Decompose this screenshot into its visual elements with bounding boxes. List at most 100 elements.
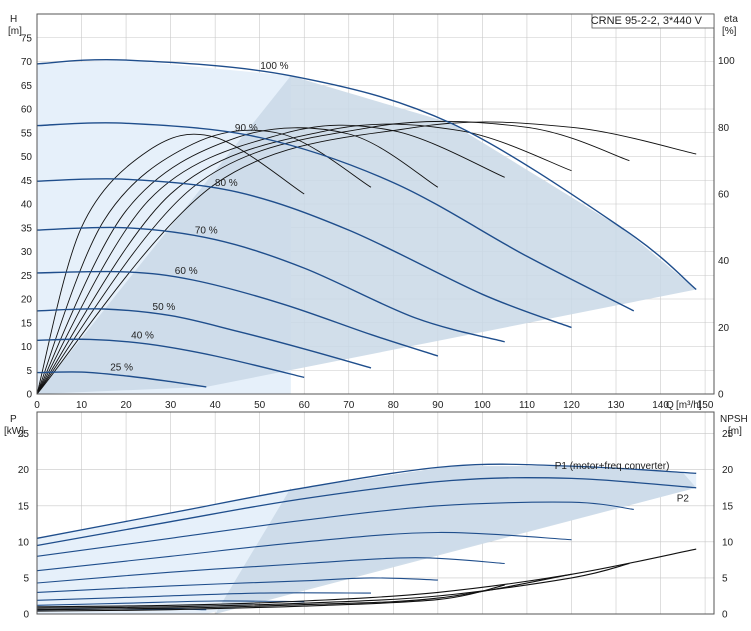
qh-curve bbox=[36, 308, 372, 369]
power-y-tick: 20 bbox=[18, 465, 30, 476]
head-x-tick: 60 bbox=[299, 400, 311, 411]
dark-operating-area bbox=[37, 75, 697, 395]
head-y-tick: 30 bbox=[21, 247, 33, 258]
efficiency-curve bbox=[36, 127, 439, 395]
head-y-tick: 40 bbox=[21, 200, 33, 211]
p2-label: P2 bbox=[677, 494, 690, 505]
npsh-axis-unit: [m] bbox=[728, 426, 742, 437]
head-x-tick: 20 bbox=[121, 400, 133, 411]
head-y-tick: 35 bbox=[21, 223, 33, 234]
head-y-tick: 20 bbox=[21, 295, 33, 306]
power-y-tick: 5 bbox=[23, 573, 29, 584]
head-x-tick: 30 bbox=[165, 400, 177, 411]
speed-label: 90 % bbox=[235, 123, 258, 134]
npsh-curve bbox=[36, 584, 505, 612]
power-panel: 0 5 10 15 20 25 0 5 10 15 20 25 P1 (motor+freq.conve… bbox=[18, 411, 734, 621]
head-y-tick: 55 bbox=[21, 128, 33, 139]
q-axis-unit: [m³/h] bbox=[676, 400, 702, 411]
eta-y-tick: 20 bbox=[718, 323, 730, 334]
efficiency-curve bbox=[36, 124, 505, 395]
speed-label: 50 % bbox=[153, 302, 176, 313]
head-y-tick: 25 bbox=[21, 271, 33, 282]
head-x-tick: 150 bbox=[697, 400, 714, 411]
eta-y-tick: 100 bbox=[718, 56, 735, 67]
head-y-tick: 15 bbox=[21, 318, 33, 329]
qh-curve bbox=[36, 178, 572, 329]
power-curve bbox=[36, 600, 305, 606]
head-x-tick: 40 bbox=[210, 400, 222, 411]
qh-curve bbox=[36, 338, 305, 379]
eta-axis-label: eta bbox=[724, 14, 738, 25]
qh-curve bbox=[36, 270, 439, 357]
speed-label: 40 % bbox=[131, 331, 154, 342]
head-y-tick: 0 bbox=[26, 390, 32, 401]
power-curve bbox=[36, 592, 372, 601]
eta-y-tick: 0 bbox=[718, 390, 724, 401]
npsh-curve bbox=[36, 548, 697, 608]
efficiency-curve bbox=[36, 123, 572, 395]
head-y-tick: 50 bbox=[21, 152, 33, 163]
eta-y-tick: 40 bbox=[718, 256, 730, 267]
qh-curve bbox=[36, 371, 207, 388]
title-box bbox=[591, 13, 715, 29]
qh-curve bbox=[36, 226, 505, 343]
head-y-tick: 45 bbox=[21, 176, 33, 187]
power-curve bbox=[36, 531, 572, 572]
power-axis-label: P bbox=[10, 414, 17, 425]
head-x-tick: 10 bbox=[76, 400, 88, 411]
head-axis-unit: [m] bbox=[8, 26, 22, 37]
head-x-tick: 140 bbox=[652, 400, 669, 411]
chart-title: CRNE 95-2-2, 3*440 V bbox=[591, 15, 703, 27]
power-curve bbox=[36, 463, 697, 539]
head-x-tick: 70 bbox=[343, 400, 355, 411]
head-panel: 0 10 20 30 40 50 60 70 80 90 100 110 120 130 140 150051… bbox=[21, 13, 735, 411]
power-curve bbox=[36, 477, 697, 547]
efficiency-curve bbox=[36, 120, 630, 395]
npsh-axis-label: NPSH bbox=[720, 414, 748, 425]
speed-label: 25 % bbox=[110, 363, 133, 374]
head-y-tick: 75 bbox=[21, 33, 33, 44]
p1-label: P1 (motor+freq.converter) bbox=[555, 461, 670, 472]
speed-label: 80 % bbox=[215, 178, 238, 189]
npsh-y-tick: 5 bbox=[722, 573, 728, 584]
npsh-y-tick: 25 bbox=[722, 429, 734, 440]
qh-curve bbox=[36, 58, 697, 291]
power-y-tick: 10 bbox=[18, 537, 30, 548]
power-axis-unit: [kW] bbox=[4, 426, 24, 437]
head-x-tick: 100 bbox=[474, 400, 491, 411]
speed-label: 60 % bbox=[175, 266, 198, 277]
power-curve bbox=[36, 501, 634, 557]
npsh-y-tick: 20 bbox=[722, 465, 734, 476]
head-x-tick: 50 bbox=[254, 400, 266, 411]
eta-y-tick: 60 bbox=[718, 190, 730, 201]
speed-label: 100 % bbox=[260, 61, 288, 72]
efficiency-curve bbox=[36, 133, 305, 395]
head-frame bbox=[36, 13, 715, 395]
q-axis-label: Q bbox=[666, 400, 674, 411]
power-frame bbox=[36, 411, 715, 615]
speed-label: 70 % bbox=[195, 225, 218, 236]
eta-y-tick: 80 bbox=[718, 123, 730, 134]
npsh-y-tick: 15 bbox=[722, 501, 734, 512]
head-y-tick: 65 bbox=[21, 81, 33, 92]
head-x-tick: 120 bbox=[563, 400, 580, 411]
eta-axis-unit: [%] bbox=[722, 26, 737, 37]
qh-curve bbox=[36, 122, 635, 312]
head-x-tick: 90 bbox=[432, 400, 444, 411]
power-curve bbox=[36, 557, 505, 584]
head-axis-label: H bbox=[10, 14, 17, 25]
npsh-curve bbox=[36, 562, 630, 609]
head-x-tick: 80 bbox=[388, 400, 400, 411]
head-y-tick: 10 bbox=[21, 342, 33, 353]
head-x-tick: 130 bbox=[608, 400, 625, 411]
head-y-tick: 70 bbox=[21, 57, 33, 68]
head-y-tick: 5 bbox=[26, 366, 32, 377]
power-y-tick: 15 bbox=[18, 501, 30, 512]
head-y-tick: 60 bbox=[21, 105, 33, 116]
power-dark-area bbox=[215, 466, 697, 614]
power-y-tick: 25 bbox=[18, 429, 30, 440]
power-y-tick: 0 bbox=[23, 610, 29, 621]
power-curve bbox=[36, 577, 438, 593]
npsh-y-tick: 0 bbox=[722, 610, 728, 621]
